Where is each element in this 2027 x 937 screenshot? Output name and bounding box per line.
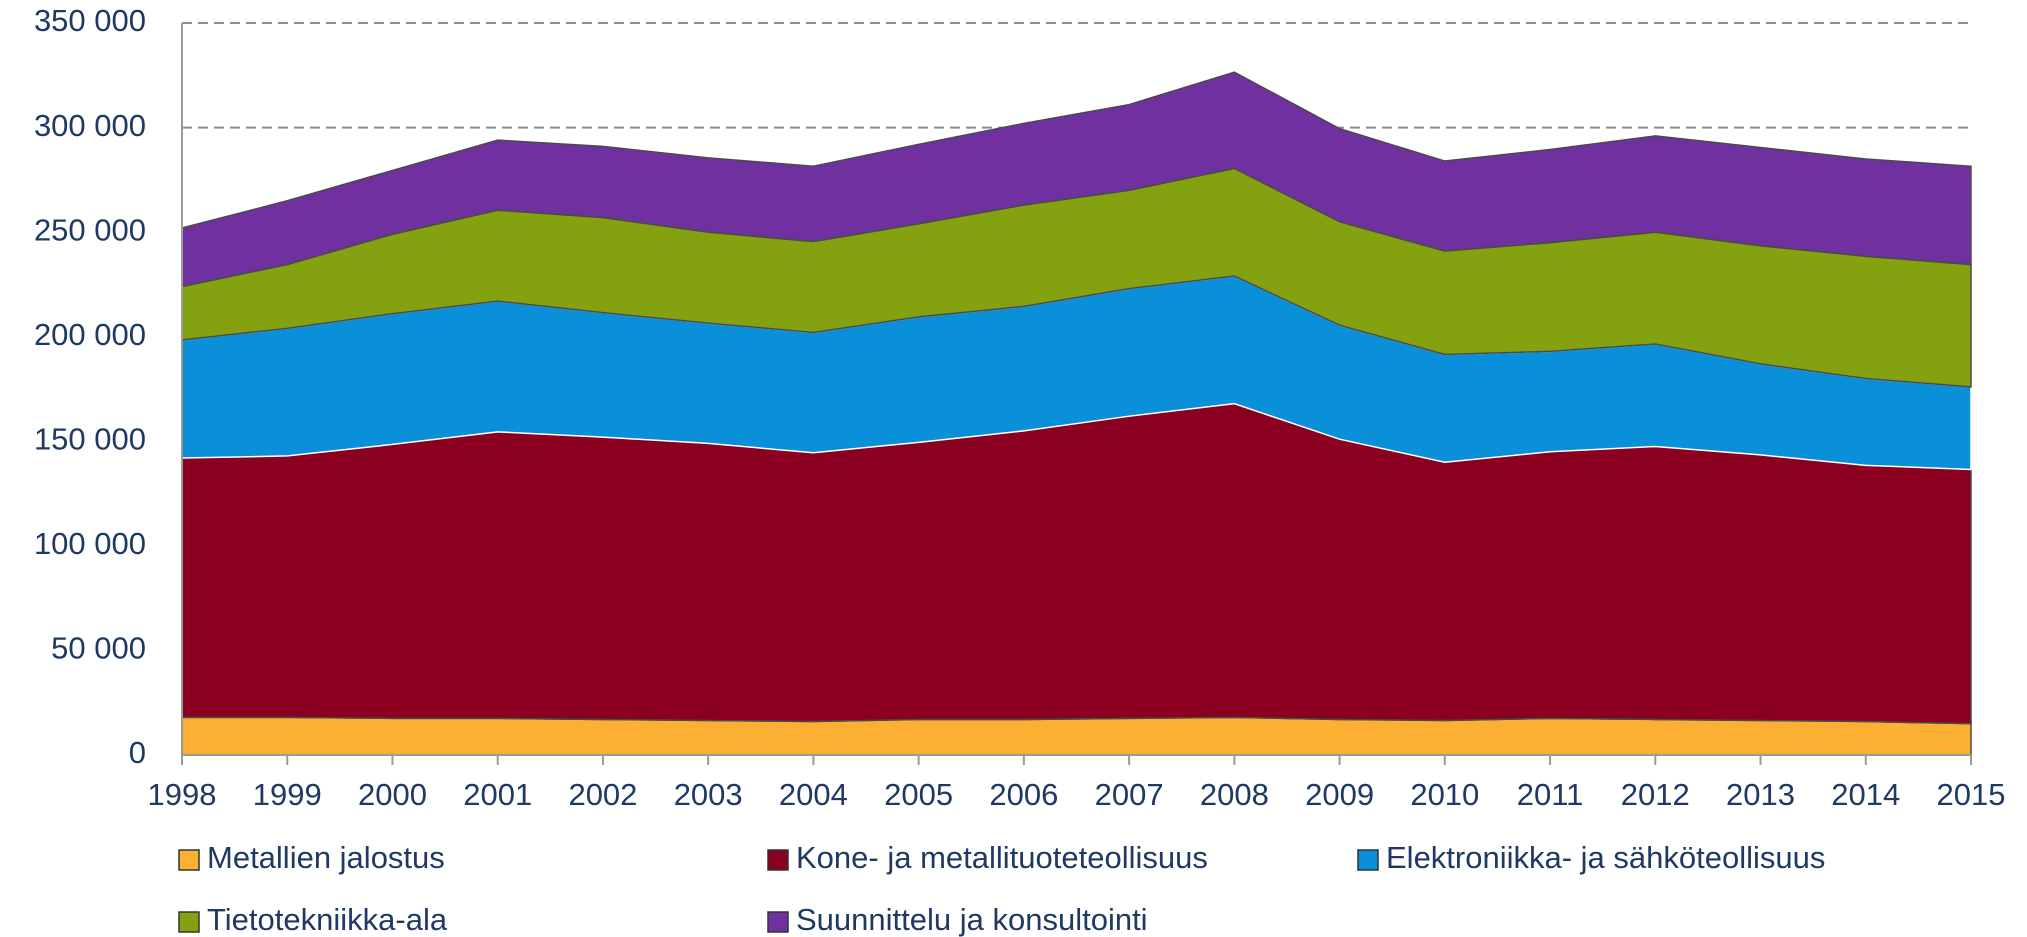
area [181,716,1972,756]
y-tick-label: 300 000 [34,108,146,143]
x-tick-label: 2010 [1410,777,1479,812]
x-tick-label: 2015 [1937,777,2006,812]
y-tick-label: 150 000 [34,421,146,456]
x-tick-label: 2001 [463,777,532,812]
area [181,402,1972,725]
x-tick-label: 2011 [1517,777,1584,812]
legend-swatch [178,849,200,871]
x-tick-label: 1999 [253,777,322,812]
y-tick-label: 100 000 [34,526,146,561]
legend-label: Kone- ja metallituoteteollisuus [796,840,1208,875]
legend-label: Elektroniikka- ja sähköteollisuus [1386,840,1825,875]
legend-swatch [767,911,789,933]
legend-swatch [1357,849,1379,871]
y-tick-label: 0 [129,735,146,770]
legend-swatch [767,849,789,871]
x-tick-label: 2002 [568,777,637,812]
x-tick-label: 2006 [989,777,1058,812]
legend-label: Suunnittelu ja konsultointi [796,902,1148,937]
x-tick-label: 2014 [1831,777,1900,812]
x-tick-label: 2008 [1200,777,1269,812]
y-tick-label: 250 000 [34,212,146,247]
legend-swatch [178,911,200,933]
legend-label: Metallien jalostus [207,840,445,875]
x-tick-label: 2007 [1095,777,1164,812]
legend-label: Tietotekniikka-ala [207,902,448,937]
x-tick-label: 2005 [884,777,953,812]
x-tick-label: 2013 [1726,777,1795,812]
y-tick-label: 200 000 [34,317,146,352]
x-tick-label: 2003 [674,777,743,812]
x-tick-label: 1998 [148,777,217,812]
x-tick-label: 2012 [1621,777,1690,812]
x-tick-label: 2000 [358,777,427,812]
area [181,71,1972,288]
y-tick-label: 50 000 [51,631,146,666]
y-tick-label: 350 000 [34,3,146,38]
x-tick-label: 2009 [1305,777,1374,812]
x-tick-label: 2004 [779,777,848,812]
